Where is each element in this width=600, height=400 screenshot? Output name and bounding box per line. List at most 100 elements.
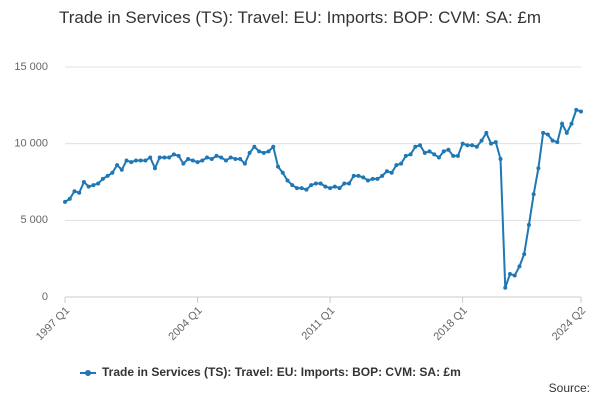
data-point	[522, 252, 527, 257]
data-point	[214, 153, 219, 158]
data-point	[342, 181, 347, 186]
data-point	[356, 173, 361, 178]
data-point	[479, 138, 484, 143]
data-point	[96, 181, 101, 186]
data-point	[474, 144, 479, 149]
data-point	[209, 157, 214, 161]
data-point	[545, 132, 550, 137]
data-point	[105, 173, 110, 178]
data-point	[167, 155, 172, 160]
y-tick-label: 0	[42, 291, 48, 303]
data-point	[171, 152, 176, 157]
x-tick-label: 2018 Q1	[432, 305, 470, 343]
data-point	[470, 143, 475, 148]
data-point	[290, 183, 295, 188]
data-point	[484, 130, 489, 135]
data-point	[569, 121, 574, 126]
data-point	[436, 155, 441, 160]
data-point	[427, 149, 432, 154]
y-tick-label: 5 000	[20, 214, 48, 226]
data-point	[205, 155, 210, 160]
data-point	[489, 141, 494, 146]
data-point	[257, 149, 262, 154]
data-point	[403, 153, 408, 158]
data-point	[143, 158, 148, 163]
data-point	[323, 184, 328, 189]
data-point	[223, 158, 228, 163]
data-point	[304, 187, 309, 192]
data-point	[347, 181, 352, 186]
data-point	[389, 170, 394, 175]
data-point	[517, 264, 522, 269]
data-point	[186, 157, 191, 161]
data-point	[119, 167, 124, 172]
x-tick-label: 2004 Q1	[166, 305, 204, 343]
data-point	[550, 138, 555, 143]
data-point	[129, 160, 134, 165]
data-point	[507, 272, 512, 276]
legend-marker	[85, 370, 91, 376]
data-point	[238, 157, 243, 161]
data-point	[67, 196, 72, 201]
data-point	[72, 189, 77, 194]
data-point	[446, 147, 451, 152]
data-point	[228, 155, 233, 160]
data-point	[455, 153, 460, 158]
data-point	[375, 176, 380, 181]
y-tick-label: 15 000	[14, 61, 48, 73]
data-point	[77, 190, 82, 195]
data-point	[541, 130, 546, 135]
data-point	[564, 130, 569, 135]
data-point	[176, 153, 181, 158]
data-point	[261, 150, 266, 155]
data-point	[418, 143, 423, 148]
data-point	[465, 143, 470, 148]
data-point	[498, 157, 503, 161]
data-point	[81, 180, 86, 184]
data-point	[138, 158, 143, 163]
data-point	[276, 164, 281, 169]
data-point	[285, 178, 290, 183]
data-point	[384, 169, 389, 174]
y-tick-label: 10 000	[14, 138, 48, 150]
data-point	[252, 144, 257, 149]
data-point	[380, 173, 385, 178]
data-point	[200, 158, 205, 163]
data-point	[124, 158, 129, 163]
data-point	[148, 155, 153, 160]
data-point	[299, 186, 304, 191]
chart-title: Trade in Services (TS): Travel: EU: Impo…	[58, 8, 542, 27]
data-point	[280, 170, 285, 175]
data-point	[432, 152, 437, 157]
data-point	[91, 183, 96, 188]
data-point	[460, 141, 465, 146]
data-point	[86, 184, 91, 189]
data-point	[294, 186, 299, 191]
data-point	[219, 155, 224, 160]
data-point	[365, 178, 370, 183]
data-point	[313, 181, 318, 186]
data-point	[195, 160, 200, 165]
data-point	[370, 176, 375, 181]
data-point	[242, 161, 247, 166]
legend-label: Trade in Services (TS): Travel: EU: Impo…	[102, 365, 461, 379]
data-point	[134, 158, 139, 163]
data-point	[233, 157, 238, 161]
data-point	[337, 186, 342, 191]
data-point	[318, 181, 323, 186]
data-point	[451, 153, 456, 158]
source: Source:	[549, 381, 590, 395]
data-point	[413, 144, 418, 149]
x-tick-label: 1997 Q1	[34, 305, 72, 343]
data-point	[361, 175, 366, 180]
data-point	[503, 285, 508, 290]
data-point	[531, 192, 536, 197]
x-tick-label: 2024 Q2	[550, 305, 588, 343]
data-point	[152, 166, 157, 171]
data-point	[408, 152, 413, 157]
x-tick-label: 2011 Q1	[300, 305, 338, 343]
data-point	[115, 163, 120, 168]
data-point	[309, 183, 314, 188]
